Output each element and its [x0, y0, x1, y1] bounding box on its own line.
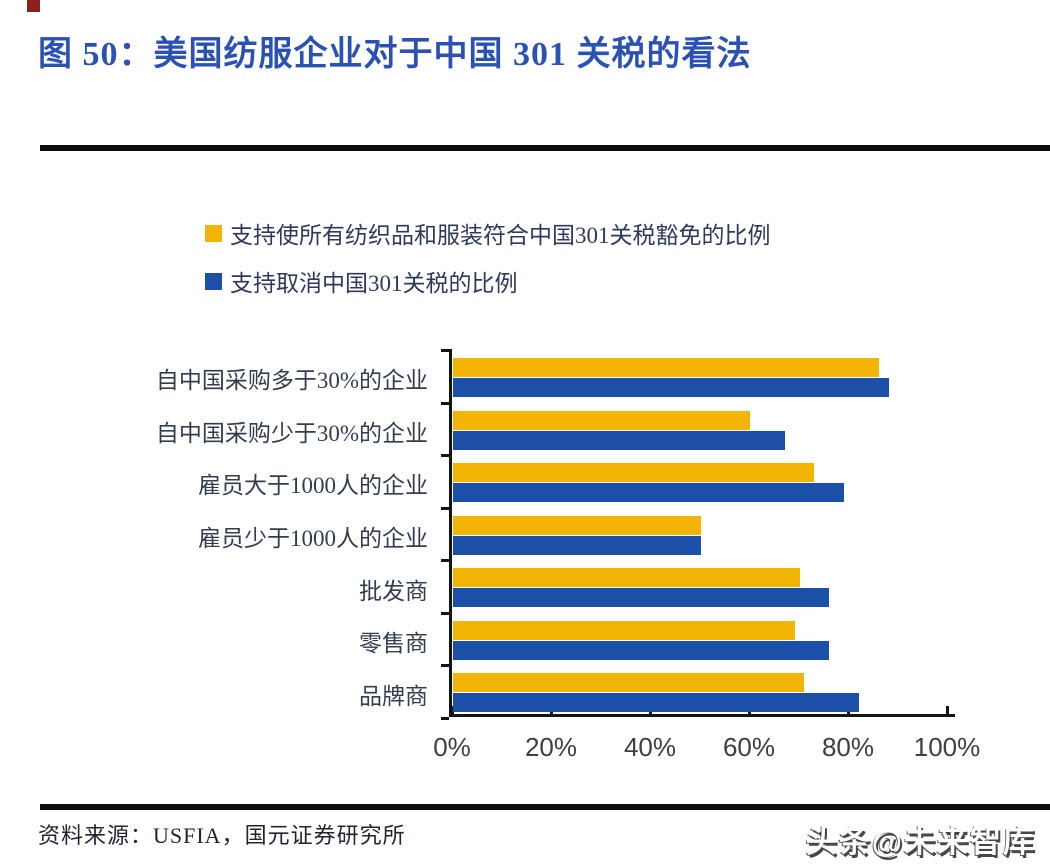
x-axis-tick-label: 100%: [913, 732, 981, 762]
y-axis-tick: [441, 612, 449, 615]
red-corner-mark: [27, 0, 40, 12]
bar-remove-tariff: [453, 483, 844, 502]
x-axis-tick: [451, 706, 454, 714]
y-axis-tick: [441, 559, 449, 562]
y-axis-tick: [441, 454, 449, 457]
x-axis-tick-label: 40%: [623, 732, 677, 762]
y-axis-tick: [441, 664, 449, 667]
legend-label-exemption: 支持使所有纺织品和服装符合中国301关税豁免的比例: [230, 223, 771, 248]
figure-title: 图 50：美国纺服企业对于中国 301 关税的看法: [38, 36, 752, 73]
y-axis-line: [449, 349, 452, 717]
category-label: 批发商: [359, 579, 428, 604]
bar-remove-tariff: [453, 588, 829, 607]
legend-swatch-blue: [205, 272, 222, 290]
source-note: 资料来源：USFIA，国元证券研究所: [38, 823, 406, 848]
bar-exemption: [453, 621, 795, 640]
category-label: 零售商: [359, 631, 428, 656]
x-axis-tick-label: 60%: [722, 732, 776, 762]
y-axis-tick: [441, 402, 449, 405]
x-axis-tick-label: 0%: [433, 732, 471, 762]
category-label: 自中国采购少于30%的企业: [155, 421, 428, 446]
x-axis-tick-label: 80%: [821, 732, 875, 762]
title-divider: [40, 145, 1050, 151]
bar-remove-tariff: [453, 431, 785, 450]
bar-remove-tariff: [453, 536, 701, 555]
category-label: 雇员大于1000人的企业: [198, 473, 428, 498]
legend-item-exemption: 支持使所有纺织品和服装符合中国301关税豁免的比例: [205, 218, 771, 248]
chart-legend: 支持使所有纺织品和服装符合中国301关税豁免的比例 支持取消中国301关税的比例: [205, 218, 771, 314]
x-axis-line: [449, 714, 955, 717]
bar-exemption: [453, 516, 701, 535]
legend-item-remove-tariff: 支持取消中国301关税的比例: [205, 266, 771, 296]
bar-remove-tariff: [453, 693, 859, 712]
x-axis-tick-label: 20%: [524, 732, 578, 762]
bar-exemption: [453, 411, 750, 430]
category-label: 品牌商: [359, 684, 428, 709]
y-axis-tick: [441, 717, 449, 720]
x-axis-tick: [946, 706, 949, 714]
source-divider: [40, 804, 1050, 810]
watermark: 头条@未来智库: [805, 824, 1036, 859]
legend-swatch-yellow: [205, 224, 222, 242]
category-label: 自中国采购多于30%的企业: [155, 368, 428, 393]
category-label: 雇员少于1000人的企业: [198, 526, 428, 551]
bar-exemption: [453, 673, 804, 692]
y-axis-tick: [441, 349, 449, 352]
bar-exemption: [453, 568, 800, 587]
y-axis-tick: [441, 507, 449, 510]
legend-label-remove-tariff: 支持取消中国301关税的比例: [230, 271, 518, 296]
bar-remove-tariff: [453, 641, 829, 660]
bar-exemption: [453, 463, 814, 482]
bar-remove-tariff: [453, 378, 889, 397]
bar-exemption: [453, 358, 879, 377]
